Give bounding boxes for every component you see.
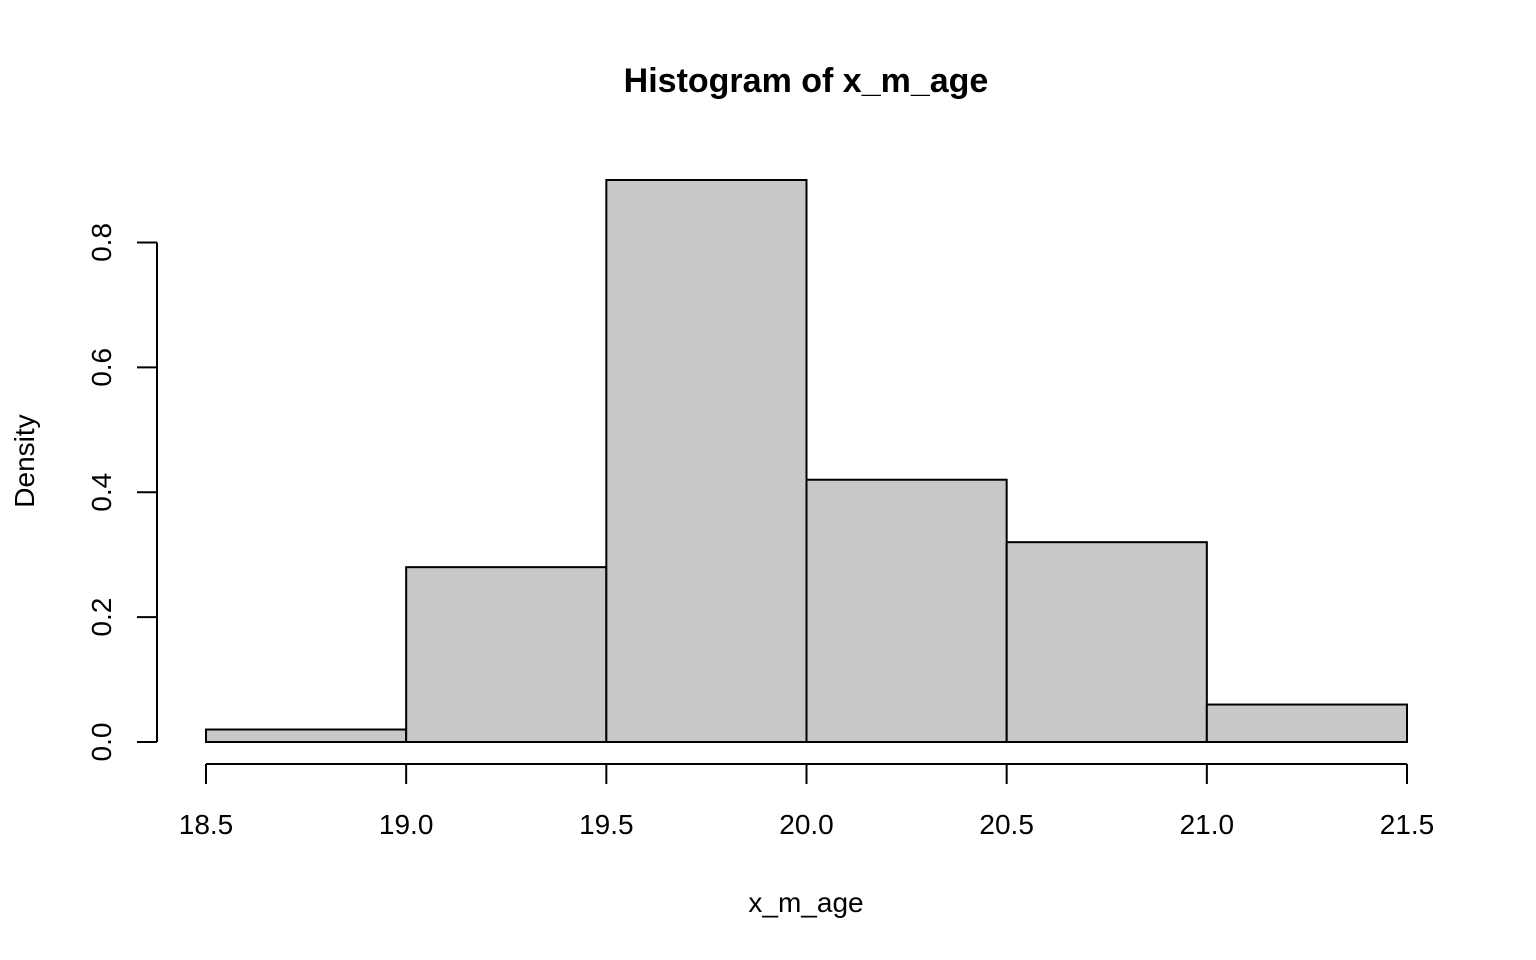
x-tick-label: 21.0 (1180, 809, 1235, 840)
x-axis: 18.5 19.0 19.5 20.0 20.5 21.0 21.5 (179, 763, 1435, 840)
y-tick-label: 0.4 (86, 473, 117, 512)
histogram-bar-3 (805, 478, 1008, 743)
x-tick-label: 18.5 (179, 809, 234, 840)
x-tick-label: 20.0 (779, 809, 834, 840)
y-tick-label: 0.2 (86, 598, 117, 637)
histogram-bar-5 (1205, 703, 1409, 743)
y-axis-label: Density (9, 414, 40, 507)
x-tick-label: 21.5 (1380, 809, 1435, 840)
histogram-bar-1 (405, 566, 608, 744)
x-tick-label: 19.5 (579, 809, 634, 840)
histogram-bar-0 (205, 728, 408, 743)
x-axis-label: x_m_age (748, 887, 863, 918)
y-tick-label: 0.8 (86, 223, 117, 262)
y-tick-label: 0.0 (86, 723, 117, 762)
histogram-bar-4 (1005, 541, 1208, 744)
chart-title: Histogram of x_m_age (624, 62, 989, 100)
y-tick-label: 0.6 (86, 348, 117, 387)
y-axis: 0.0 0.2 0.4 0.6 0.8 (86, 223, 158, 762)
histogram-bar-2 (605, 179, 808, 743)
x-tick-label: 19.0 (379, 809, 434, 840)
x-tick-label: 20.5 (979, 809, 1034, 840)
bars-group (205, 179, 1409, 744)
